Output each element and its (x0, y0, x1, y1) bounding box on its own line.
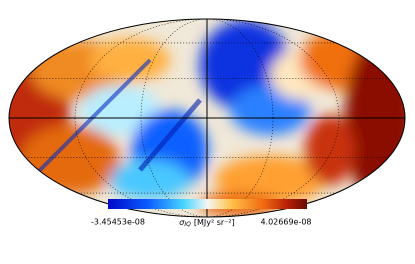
colorbar-min: -3.45453e-08 (91, 218, 145, 227)
colorbar-max: 4.02669e-08 (260, 218, 311, 227)
unit: [MJy² sr⁻²] (194, 218, 235, 227)
colorbar-label: σIQ [MJy² sr⁻²] (179, 218, 234, 228)
graticule (8, 18, 406, 218)
colorbar (108, 199, 307, 209)
symbol: σ (179, 218, 185, 227)
subscript: IQ (184, 221, 191, 228)
